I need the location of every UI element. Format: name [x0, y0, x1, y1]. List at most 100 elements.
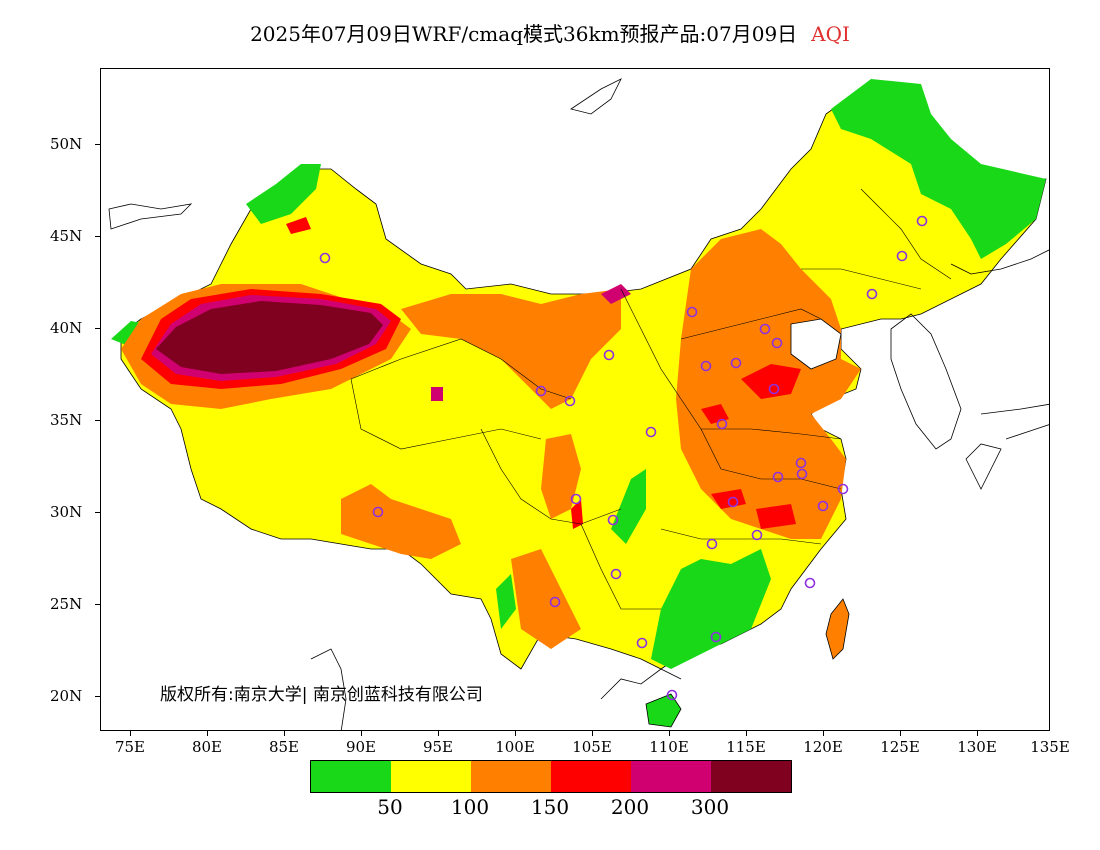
map-title: 2025年07月09日WRF/cmaq模式36km预报产品:07月09日 AQI	[0, 18, 1100, 47]
orange-yunnan	[511, 549, 581, 649]
lon-label-95e: 95E	[422, 738, 454, 756]
bohai-sea	[790, 318, 842, 370]
lat-tick	[95, 236, 101, 237]
green-guangdong	[651, 549, 771, 669]
lat-tick	[95, 328, 101, 329]
copyright-text: 版权所有:南京大学| 南京创蓝科技有限公司	[160, 685, 483, 705]
lat-tick	[95, 696, 101, 697]
lon-tick	[592, 730, 593, 736]
city-marker	[751, 529, 763, 541]
city-marker	[804, 577, 816, 589]
lon-label-85e: 85E	[268, 738, 300, 756]
city-marker	[916, 215, 928, 227]
city-marker	[896, 250, 908, 262]
city-marker	[610, 568, 622, 580]
red-jiangxi	[756, 504, 796, 529]
lon-tick	[669, 730, 670, 736]
city-marker	[710, 631, 722, 643]
city-marker	[607, 514, 619, 526]
city-marker	[716, 418, 728, 430]
lat-label-35n: 35N	[50, 411, 83, 429]
city-marker	[727, 496, 739, 508]
red-north	[601, 284, 631, 304]
legend-swatch-moderate	[391, 761, 471, 792]
city-marker	[795, 457, 807, 469]
city-marker	[372, 506, 384, 518]
red-hunan	[571, 499, 583, 529]
taiwan-island	[825, 598, 850, 660]
city-marker	[772, 471, 784, 483]
city-marker	[570, 493, 582, 505]
lat-tick	[95, 420, 101, 421]
lon-label-110e: 110E	[649, 738, 689, 756]
lon-label-75e: 75E	[114, 738, 146, 756]
lat-label-40n: 40N	[50, 319, 83, 337]
green-hainan	[646, 694, 681, 727]
lon-tick	[977, 730, 978, 736]
green-northwest	[246, 164, 321, 224]
city-marker	[666, 689, 678, 701]
lon-tick	[438, 730, 439, 736]
green-yunnan	[496, 574, 516, 629]
lon-label-135e: 135E	[1030, 738, 1070, 756]
lon-label-125e: 125E	[880, 738, 920, 756]
lon-tick	[823, 730, 824, 736]
city-markers	[319, 215, 928, 701]
legend-swatch-hazardous	[711, 761, 791, 792]
lat-tick	[95, 604, 101, 605]
lat-tick	[95, 512, 101, 513]
city-marker	[730, 357, 742, 369]
aqi-map	[108, 78, 1049, 730]
lat-label-30n: 30N	[50, 503, 83, 521]
lon-tick	[284, 730, 285, 736]
city-marker	[759, 323, 771, 335]
lat-label-50n: 50N	[50, 135, 83, 153]
red-shandong	[741, 364, 801, 399]
lon-tick	[900, 730, 901, 736]
lat-label-25n: 25N	[50, 595, 83, 613]
red-xinjiang-spot	[286, 217, 311, 234]
city-marker	[768, 383, 780, 395]
legend-label-50: 50	[377, 795, 403, 819]
lon-tick	[361, 730, 362, 736]
city-marker	[535, 385, 547, 397]
green-central	[611, 469, 646, 544]
city-marker	[636, 637, 648, 649]
lon-label-80e: 80E	[191, 738, 223, 756]
city-marker	[700, 360, 712, 372]
legend-swatch-usg	[471, 761, 551, 792]
city-marker	[817, 500, 829, 512]
city-marker	[796, 468, 808, 480]
lon-tick	[130, 730, 131, 736]
lon-tick	[746, 730, 747, 736]
city-marker	[866, 288, 878, 300]
legend-label-100: 100	[450, 795, 490, 819]
title-main: 2025年07月09日WRF/cmaq模式36km预报产品:07月09日	[250, 22, 798, 46]
orange-central-band	[401, 289, 621, 409]
city-marker	[645, 426, 657, 438]
red-qinghai-spot	[431, 387, 443, 401]
lon-tick	[207, 730, 208, 736]
city-marker	[706, 538, 718, 550]
title-variable: AQI	[811, 22, 850, 46]
city-marker	[549, 596, 561, 608]
neighbor-outlines	[108, 78, 1049, 730]
city-marker	[564, 395, 576, 407]
lat-label-45n: 45N	[50, 227, 83, 245]
lon-label-115e: 115E	[726, 738, 766, 756]
lon-label-105e: 105E	[572, 738, 612, 756]
lon-label-100e: 100E	[495, 738, 535, 756]
lon-label-130e: 130E	[957, 738, 997, 756]
city-marker	[771, 337, 783, 349]
legend-label-200: 200	[610, 795, 650, 819]
legend-label-300: 300	[690, 795, 730, 819]
color-legend	[310, 760, 792, 793]
lat-tick	[95, 144, 101, 145]
hazardous-tarim	[156, 301, 383, 374]
lon-label-90e: 90E	[345, 738, 377, 756]
lon-label-120e: 120E	[803, 738, 843, 756]
green-northeast	[831, 79, 1046, 259]
lon-tick	[515, 730, 516, 736]
lat-label-20n: 20N	[50, 687, 83, 705]
legend-label-150: 150	[530, 795, 570, 819]
